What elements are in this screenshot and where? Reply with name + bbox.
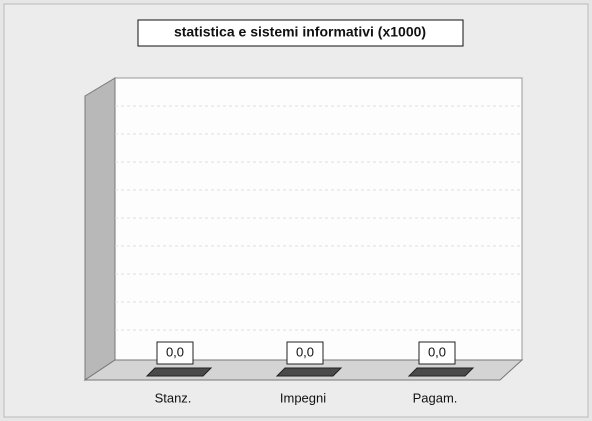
value-label: 0,0 <box>428 344 446 359</box>
x-tick-label: Stanz. <box>155 390 192 405</box>
title-box <box>137 19 464 47</box>
bar <box>145 367 213 377</box>
value-label: 0,0 <box>166 344 184 359</box>
grid <box>115 105 522 331</box>
x-tick-label: Pagam. <box>413 390 458 405</box>
back-wall <box>114 77 523 361</box>
bar <box>275 367 343 377</box>
x-tick-label: Impegni <box>280 390 326 405</box>
side-wall <box>84 77 116 381</box>
value-label-box <box>418 341 456 365</box>
bar <box>407 367 475 377</box>
value-label: 0,0 <box>296 344 314 359</box>
chart-title: statistica e sistemi informativi (x1000) <box>174 24 426 40</box>
value-label-box <box>286 341 324 365</box>
value-label-box <box>156 341 194 365</box>
